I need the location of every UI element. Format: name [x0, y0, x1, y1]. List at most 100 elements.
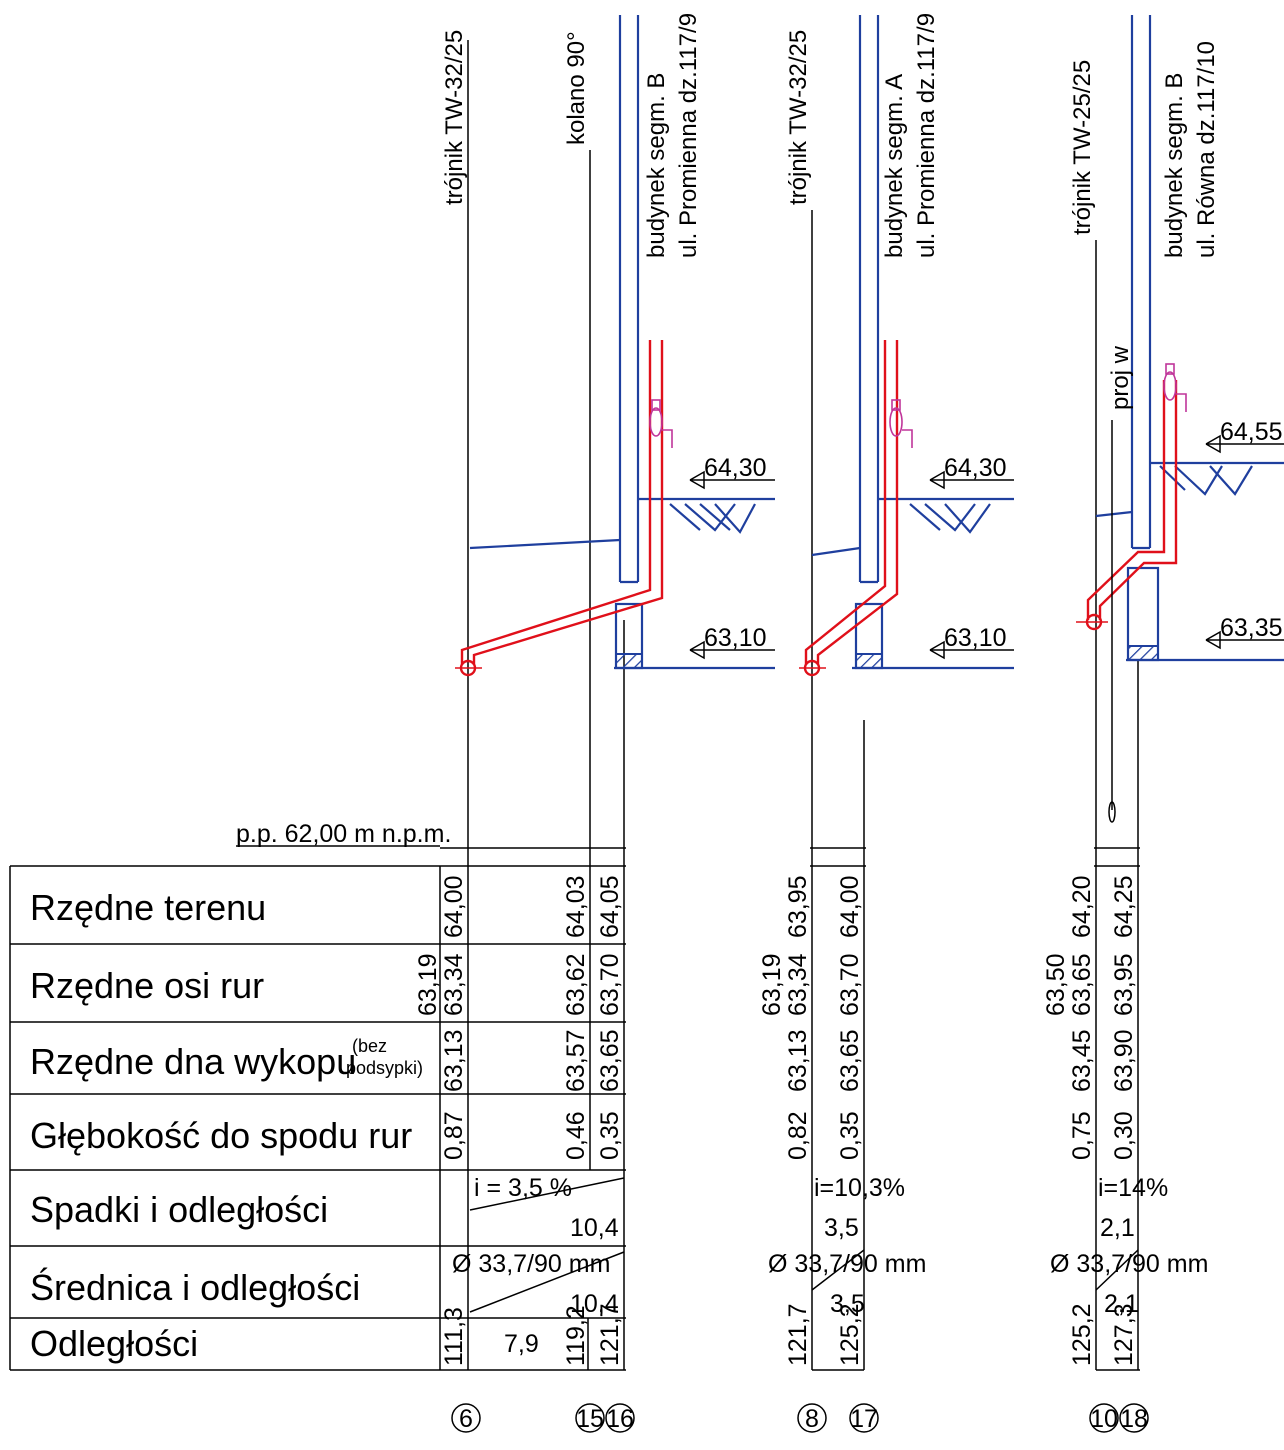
- depth-value: 0,35: [836, 1111, 864, 1160]
- diameter-value: Ø 33,7/90 mm: [452, 1250, 610, 1278]
- valve-3: [1163, 363, 1187, 412]
- node-number: 18: [1120, 1405, 1148, 1433]
- node-number: 15: [576, 1405, 604, 1433]
- axis-value: 63,50: [1042, 953, 1070, 1016]
- building-label-1a: budynek segm. B: [643, 73, 670, 258]
- node-number: 8: [805, 1405, 819, 1433]
- level-top-value: 64,55: [1220, 418, 1283, 446]
- distance-value: 121,7: [596, 1303, 624, 1366]
- level-marker-top-3: 64,55: [1205, 418, 1284, 454]
- distance-value: 127,3: [1110, 1303, 1138, 1366]
- terrain-hatch: [669, 503, 756, 534]
- depth-value: 0,46: [562, 1111, 590, 1160]
- depth-value: 0,35: [596, 1111, 624, 1160]
- row-labels: Rzędne terenu Rzędne osi rur Rzędne dna …: [30, 887, 423, 1364]
- trench-value: 63,57: [562, 1029, 590, 1092]
- axis-value: 63,70: [596, 953, 624, 1016]
- terrain-value: 64,25: [1110, 875, 1138, 938]
- terrain-value: 64,00: [836, 875, 864, 938]
- slope-value: i=10,3%: [814, 1174, 905, 1202]
- depth-value: 0,82: [784, 1111, 812, 1160]
- slope-length: 10,4: [570, 1214, 619, 1242]
- slope-length: 2,1: [1100, 1214, 1135, 1242]
- node-number: 16: [606, 1405, 634, 1433]
- row-label-diameter: Średnica i odległości: [30, 1266, 360, 1308]
- trench-value: 63,13: [784, 1029, 812, 1092]
- level-marker-top-1: 64,30: [689, 454, 775, 490]
- valve-1: [649, 399, 673, 448]
- building-label-3a: budynek segm. B: [1161, 73, 1188, 258]
- reference-level: p.p. 62,00 m n.p.m.: [236, 820, 451, 848]
- row-label-trench: Rzędne dna wykopu: [30, 1041, 356, 1082]
- building-label-3b: ul. Równa dz.117/10: [1193, 41, 1220, 258]
- trench-value: 63,45: [1068, 1029, 1096, 1092]
- level-top-value: 64,30: [944, 454, 1007, 482]
- axis-value: 63,95: [1110, 953, 1138, 1016]
- axis-value: 63,65: [1068, 953, 1096, 1016]
- level-bottom-value: 63,10: [704, 624, 767, 652]
- diameter-value: Ø 33,7/90 mm: [1050, 1250, 1208, 1278]
- distance-value: 125,2: [836, 1303, 864, 1366]
- terrain-value: 63,95: [784, 875, 812, 938]
- axis-value: 63,19: [414, 953, 442, 1016]
- distance-value: 119,2: [562, 1305, 590, 1366]
- level-bottom-value: 63,35: [1220, 614, 1283, 642]
- node-number: 10: [1090, 1405, 1118, 1433]
- valve-2: [889, 399, 913, 448]
- row-label-trench-note-2: podsypki): [346, 1058, 423, 1078]
- diameter-length: 10,4: [570, 1290, 619, 1318]
- diameter-value: Ø 33,7/90 mm: [768, 1250, 926, 1278]
- diameter-length: 3,5: [830, 1290, 865, 1318]
- terrain-hatch: [1159, 465, 1253, 496]
- axis-value: 63,19: [758, 953, 786, 1016]
- node-markers: 6 15 16 8 17 10 18: [451, 1403, 1149, 1433]
- elbow-label: kolano 90°: [563, 31, 590, 145]
- trench-value: 63,13: [440, 1029, 468, 1092]
- node-number: 6: [459, 1405, 473, 1433]
- row-label-slopes: Spadki i odległości: [30, 1189, 328, 1230]
- depth-value: 0,75: [1068, 1111, 1096, 1160]
- terrain-value: 64,05: [596, 875, 624, 938]
- level-marker-top-2: 64,30: [929, 454, 1014, 490]
- level-marker-bottom-2: 63,10: [929, 624, 1014, 660]
- building-label-1b: ul. Promienna dz.117/9: [675, 13, 702, 258]
- profile-3-geometry: 64,55 63,35: [1076, 15, 1284, 823]
- distance-value: 7,9: [504, 1330, 539, 1358]
- terrain-value: 64,00: [440, 875, 468, 938]
- diameter-length: 2,1: [1104, 1290, 1139, 1318]
- guide-lines: [467, 40, 1139, 866]
- tee-label-3: trójnik TW-25/25: [1069, 60, 1096, 235]
- terrain-hatch: [909, 503, 991, 534]
- axis-value: 63,34: [440, 953, 468, 1016]
- tee-label-2: trójnik TW-32/25: [785, 30, 812, 205]
- profile-2-geometry: 64,30 63,10: [799, 15, 1014, 677]
- axis-value: 63,70: [836, 953, 864, 1016]
- proj-label: proj w: [1107, 345, 1134, 410]
- axis-value: 63,34: [784, 953, 812, 1016]
- profile-1-geometry: 64,30 63,10: [455, 15, 775, 677]
- row-label-distances: Odległości: [30, 1323, 198, 1364]
- axis-value: 63,62: [562, 953, 590, 1016]
- distance-value: 125,2: [1068, 1303, 1096, 1366]
- table-values: 64,00 64,03 64,05 63,19 63,34 63,62 63,7…: [414, 875, 1208, 1366]
- building-label-2b: ul. Promienna dz.117/9: [913, 13, 940, 258]
- trench-value: 63,90: [1110, 1029, 1138, 1092]
- level-marker-bottom-1: 63,10: [689, 624, 775, 660]
- terrain-value: 64,20: [1068, 875, 1096, 938]
- row-label-axis: Rzędne osi rur: [30, 965, 264, 1006]
- depth-value: 0,30: [1110, 1111, 1138, 1160]
- node-number: 17: [850, 1405, 878, 1433]
- distance-value: 121,7: [784, 1303, 812, 1366]
- distance-value: 111,3: [440, 1307, 468, 1366]
- slope-value: i=14%: [1098, 1174, 1168, 1202]
- vertical-titles: trójnik TW-32/25 kolano 90° budynek segm…: [441, 13, 1220, 410]
- level-bottom-value: 63,10: [944, 624, 1007, 652]
- table-frame: [9, 847, 1140, 1371]
- trench-value: 63,65: [596, 1029, 624, 1092]
- building-label-2a: budynek segm. A: [881, 74, 908, 258]
- tee-label-1: trójnik TW-32/25: [441, 30, 468, 205]
- row-label-terrain: Rzędne terenu: [30, 887, 266, 928]
- slope-value: i = 3,5 %: [474, 1174, 572, 1202]
- row-label-trench-note-1: (bez: [352, 1036, 387, 1056]
